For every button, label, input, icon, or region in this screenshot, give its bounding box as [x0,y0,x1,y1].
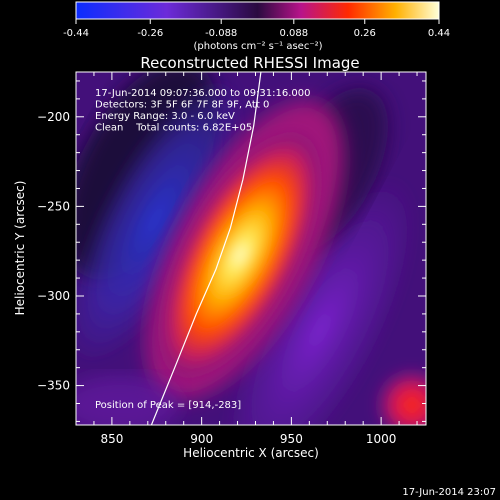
colorbar-units-label: (photons cm⁻² s⁻¹ asec⁻²) [193,41,322,52]
solar-limb-line [150,72,262,425]
x-tick-label: 950 [280,432,303,446]
colorbar-tick-label: 0.44 [428,28,450,39]
colorbar-tick-label: -0.26 [137,28,163,39]
heatmap-image [76,72,426,425]
colorbar-tick-label: -0.088 [205,28,237,39]
x-axis-label: Heliocentric X (arcsec) [183,446,319,460]
x-tick-label: 900 [190,432,213,446]
y-axis-label: Heliocentric Y (arcsec) [13,181,27,316]
observation-info: 17-Jun-2014 09:07:36.000 to 09:31:16.000… [95,88,311,134]
timestamp: 17-Jun-2014 23:07 [402,487,496,498]
colorbar: -0.44 -0.26 -0.088 0.088 0.26 0.44 (photons c… [63,1,450,52]
colorbar-tick-label: -0.44 [63,28,89,39]
info-line: Energy Range: 3.0 - 6.0 keV [95,111,235,122]
y-tick-label: −250 [37,199,70,213]
y-tick-label: −300 [37,289,70,303]
chart-title: Reconstructed RHESSI Image [140,54,359,72]
colorbar-tick-label: 0.088 [279,28,308,39]
info-line: 17-Jun-2014 09:07:36.000 to 09:31:16.000 [95,88,311,99]
colorbar-scale [75,1,440,20]
y-tick-label: −200 [37,110,70,124]
x-axis: 850 900 950 1000 [93,72,418,446]
plot-frame [75,71,427,426]
info-line: Detectors: 3F 5F 6F 7F 8F 9F, Att 0 [95,100,269,111]
info-line: Clean Total counts: 6.82E+05 [95,123,252,134]
x-tick-label: 850 [100,432,123,446]
colorbar-tick-label: 0.26 [354,28,376,39]
y-axis: −200 −250 −300 −350 [37,80,426,422]
x-tick-label: 1000 [366,432,397,446]
y-tick-label: −350 [37,379,70,393]
peak-position-label: Position of Peak = [914,-283] [95,400,241,411]
